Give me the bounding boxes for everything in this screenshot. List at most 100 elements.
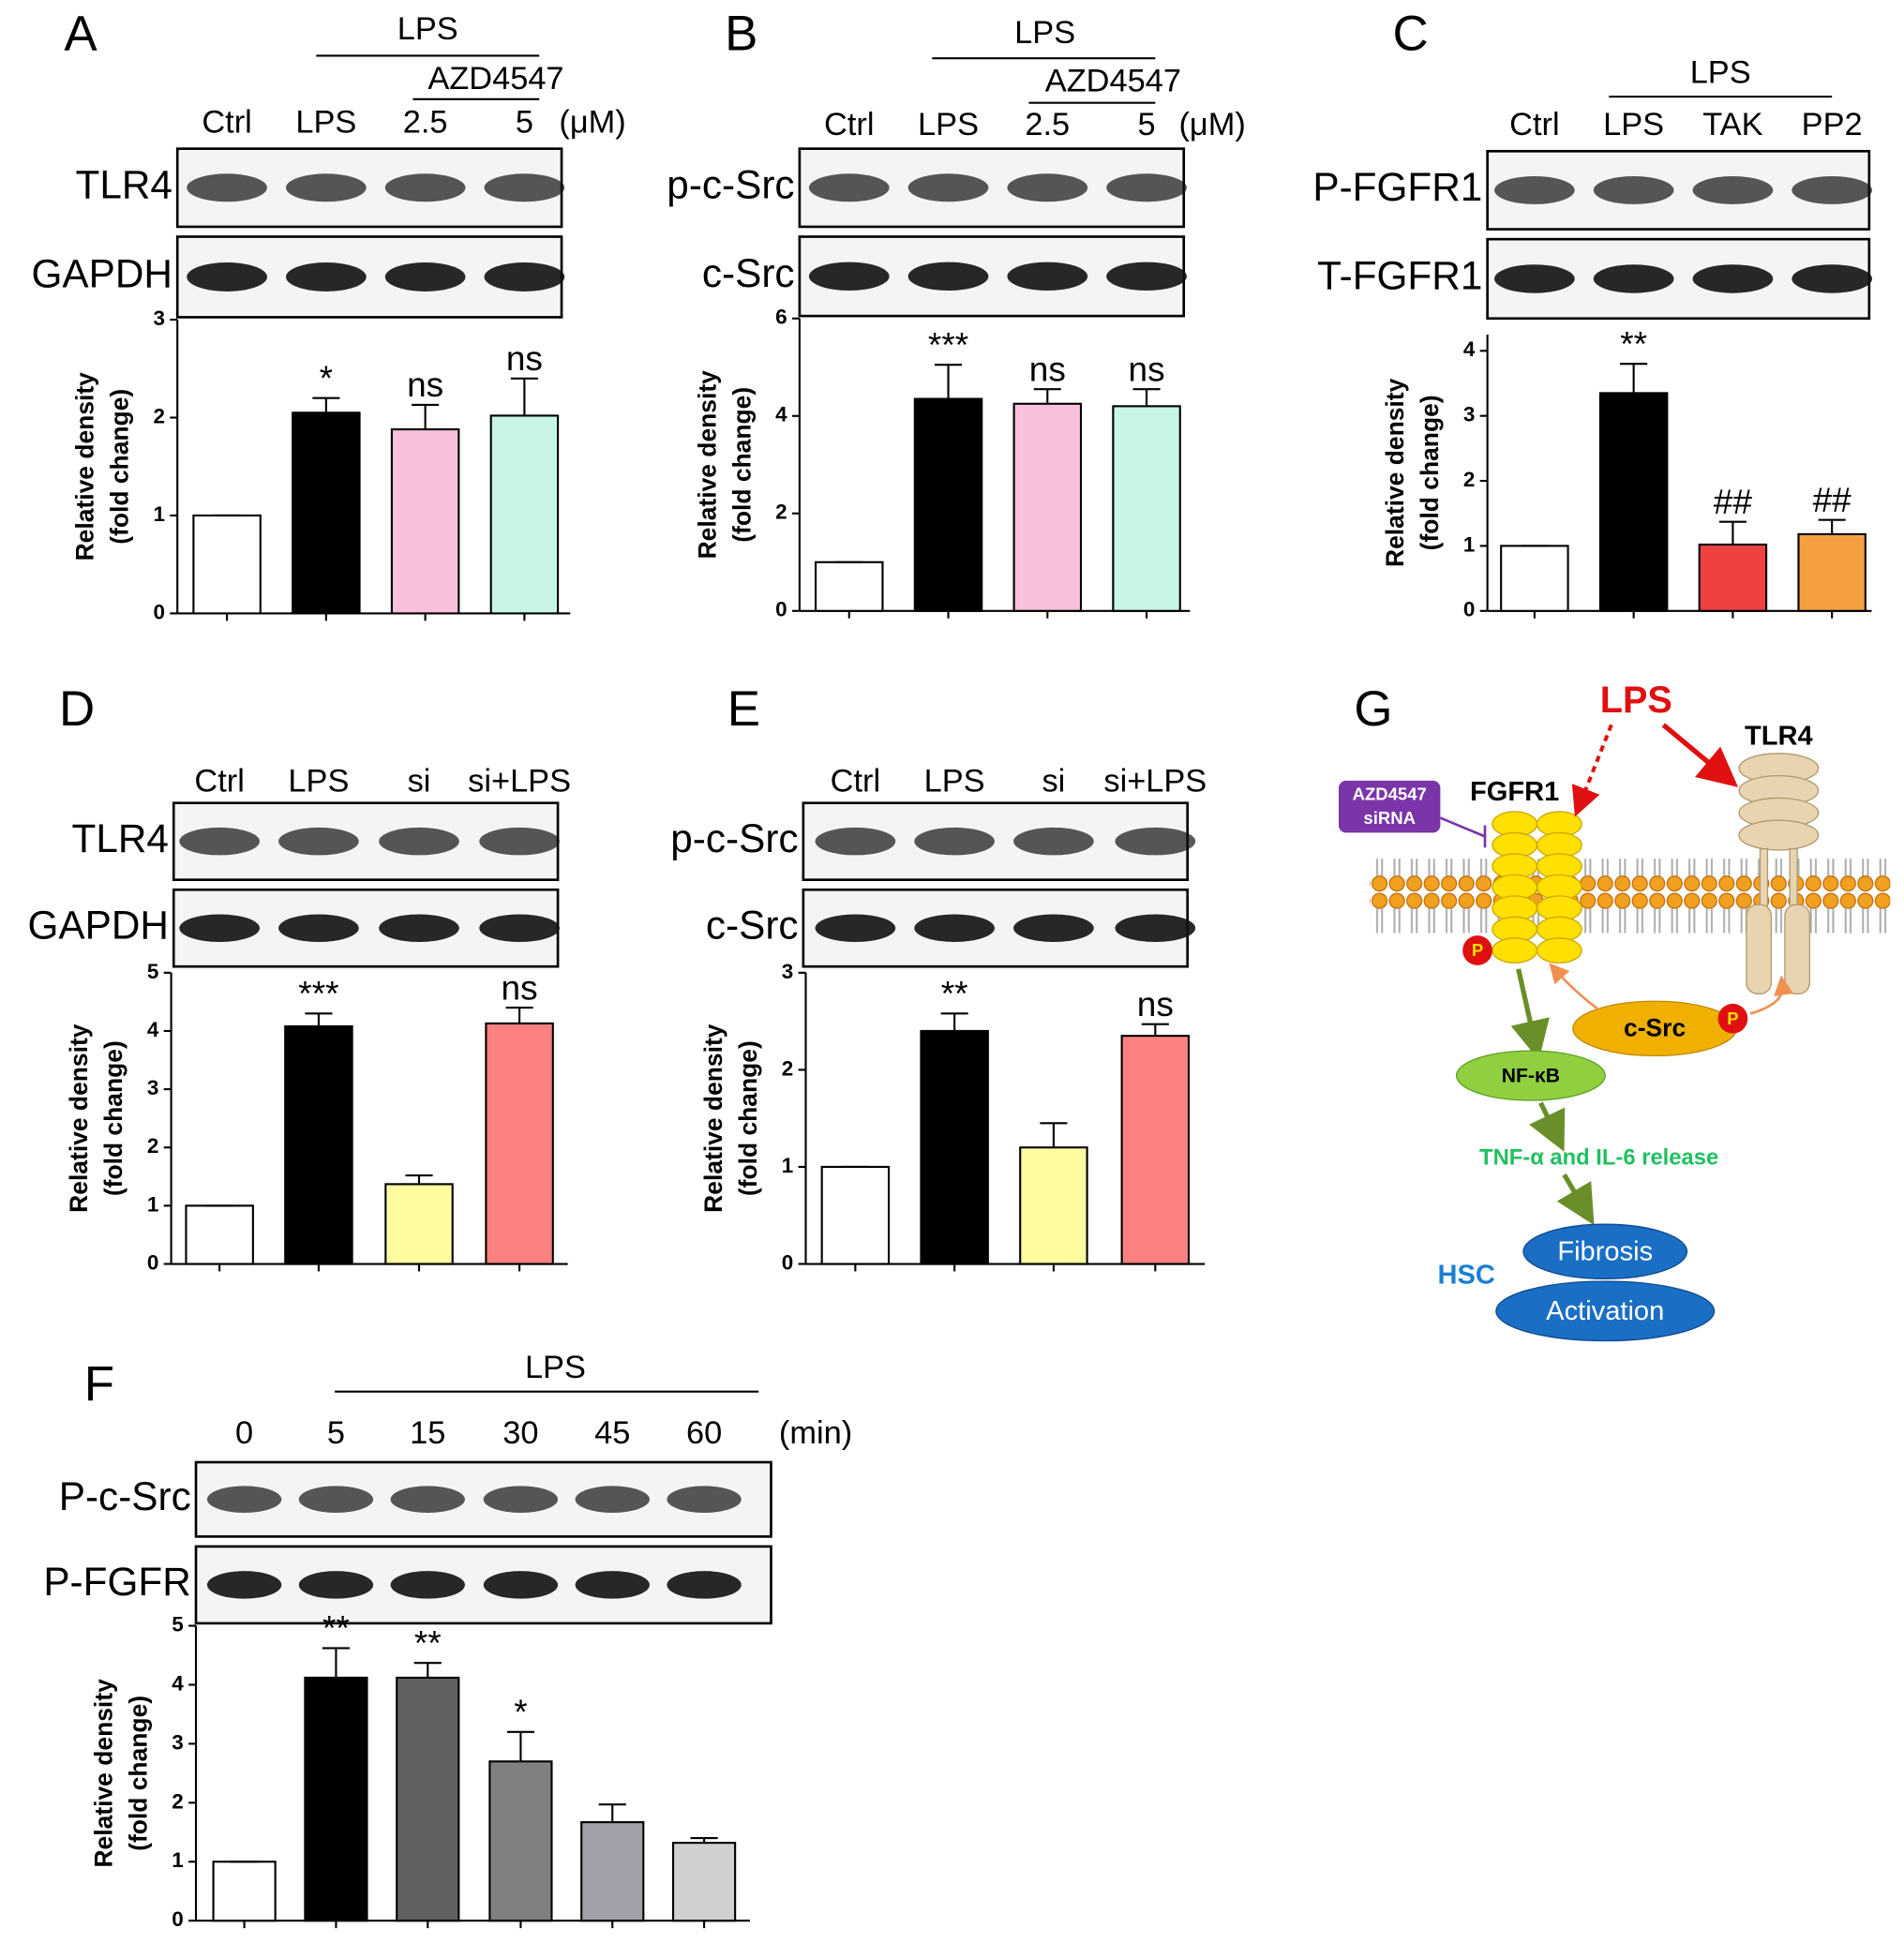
bar <box>485 1022 554 1265</box>
bar <box>396 1676 460 1922</box>
bar <box>284 1024 353 1265</box>
phospho <box>1717 1003 1748 1034</box>
band <box>206 1571 282 1599</box>
lane-label: Ctrl <box>194 764 244 800</box>
band <box>1007 173 1088 202</box>
y-axis-label: Relative density <box>699 1024 727 1213</box>
blot-label: TLR4 <box>75 162 172 206</box>
band <box>479 914 560 942</box>
lane-label: si+LPS <box>468 764 571 800</box>
blot-label: c-Src <box>702 251 795 295</box>
bar <box>1120 1035 1191 1265</box>
annotation: ** <box>1620 323 1647 363</box>
error-bar <box>598 1803 626 1823</box>
error-bar <box>413 1662 442 1678</box>
y-tick-label: 4 <box>1463 337 1476 361</box>
inhibitor-label: siRNA <box>1363 808 1416 828</box>
band <box>384 262 466 291</box>
bar <box>1598 392 1669 612</box>
band <box>298 1486 374 1513</box>
lps-label: LPS <box>1600 680 1672 721</box>
error-bar <box>312 396 340 413</box>
band <box>390 1486 465 1513</box>
band <box>575 1571 650 1599</box>
lane-label: si <box>1042 764 1065 800</box>
y-tick-label: 4 <box>775 403 787 426</box>
band <box>278 914 359 942</box>
band <box>815 914 896 942</box>
y-axis-label: (fold change) <box>99 1040 127 1196</box>
bar <box>384 1183 454 1265</box>
y-tick-label: 3 <box>153 306 165 330</box>
fibrosis-label: Fibrosis <box>1557 1236 1653 1266</box>
lane-label: LPS <box>288 764 349 800</box>
band <box>179 827 260 856</box>
bar <box>580 1821 645 1922</box>
fgfr1-label: FGFR1 <box>1470 777 1559 807</box>
arrow <box>1556 1173 1595 1226</box>
band <box>907 262 989 291</box>
blot-label: GAPDH <box>28 903 169 947</box>
band <box>1106 173 1187 202</box>
error-bar <box>305 1012 333 1026</box>
y-tick-label: 4 <box>147 1018 159 1041</box>
band <box>667 1571 742 1599</box>
fibrosis <box>1522 1223 1688 1280</box>
band <box>286 173 367 202</box>
annotation: ns <box>407 365 443 404</box>
bar <box>488 1760 553 1922</box>
membrane <box>1370 859 1891 934</box>
band <box>1106 262 1187 291</box>
y-axis-label: (fold change) <box>1416 395 1444 550</box>
activation-label: Activation <box>1546 1296 1664 1326</box>
lane-label: 60 <box>686 1415 722 1451</box>
lane-label: 2.5 <box>403 104 448 140</box>
annotation: *** <box>298 974 338 1013</box>
band <box>914 827 995 856</box>
annotation: ## <box>1813 480 1852 519</box>
y-axis-label: Relative density <box>90 1679 118 1868</box>
inhibitor-box <box>1338 780 1441 833</box>
arrow <box>1549 963 1600 1011</box>
release-label: TNF-α and IL-6 release <box>1479 1144 1718 1170</box>
annotation: ## <box>1714 482 1753 521</box>
y-tick-label: 2 <box>1463 468 1476 491</box>
header-label: AZD4547 <box>1045 64 1181 99</box>
band <box>907 173 989 202</box>
band <box>179 914 260 942</box>
y-tick-label: 0 <box>153 600 165 623</box>
arrow <box>1571 724 1613 817</box>
lane-label: LPS <box>918 107 979 142</box>
y-tick-label: 6 <box>775 306 787 329</box>
bar <box>304 1676 368 1922</box>
band <box>1013 914 1094 942</box>
nfkb-label: NF-κB <box>1502 1065 1560 1086</box>
band <box>1593 264 1674 293</box>
band <box>298 1571 374 1599</box>
blot-label: TLR4 <box>72 816 169 860</box>
band <box>206 1486 282 1513</box>
annotation: ns <box>1029 349 1066 388</box>
header-label: AZD4547 <box>427 61 563 97</box>
tlr4-receptor <box>1738 753 1820 994</box>
activation <box>1495 1280 1716 1342</box>
error-bar <box>1132 388 1161 407</box>
band <box>1593 175 1674 204</box>
bar <box>1019 1146 1088 1265</box>
band <box>1792 175 1873 204</box>
y-tick-label: 5 <box>172 1612 184 1636</box>
error-bar <box>1818 518 1846 534</box>
y-axis-label: (fold change) <box>106 389 134 545</box>
y-tick-label: 2 <box>172 1789 184 1813</box>
band <box>808 173 890 202</box>
band <box>1692 175 1774 204</box>
band <box>808 262 890 291</box>
band <box>484 262 565 291</box>
band <box>815 827 896 856</box>
band <box>1494 175 1575 204</box>
lane-label: 2.5 <box>1025 107 1070 142</box>
header-label: LPS <box>525 1350 586 1385</box>
nfkb <box>1455 1050 1606 1101</box>
phospho <box>1462 935 1492 965</box>
lane-label: Ctrl <box>1509 107 1559 142</box>
